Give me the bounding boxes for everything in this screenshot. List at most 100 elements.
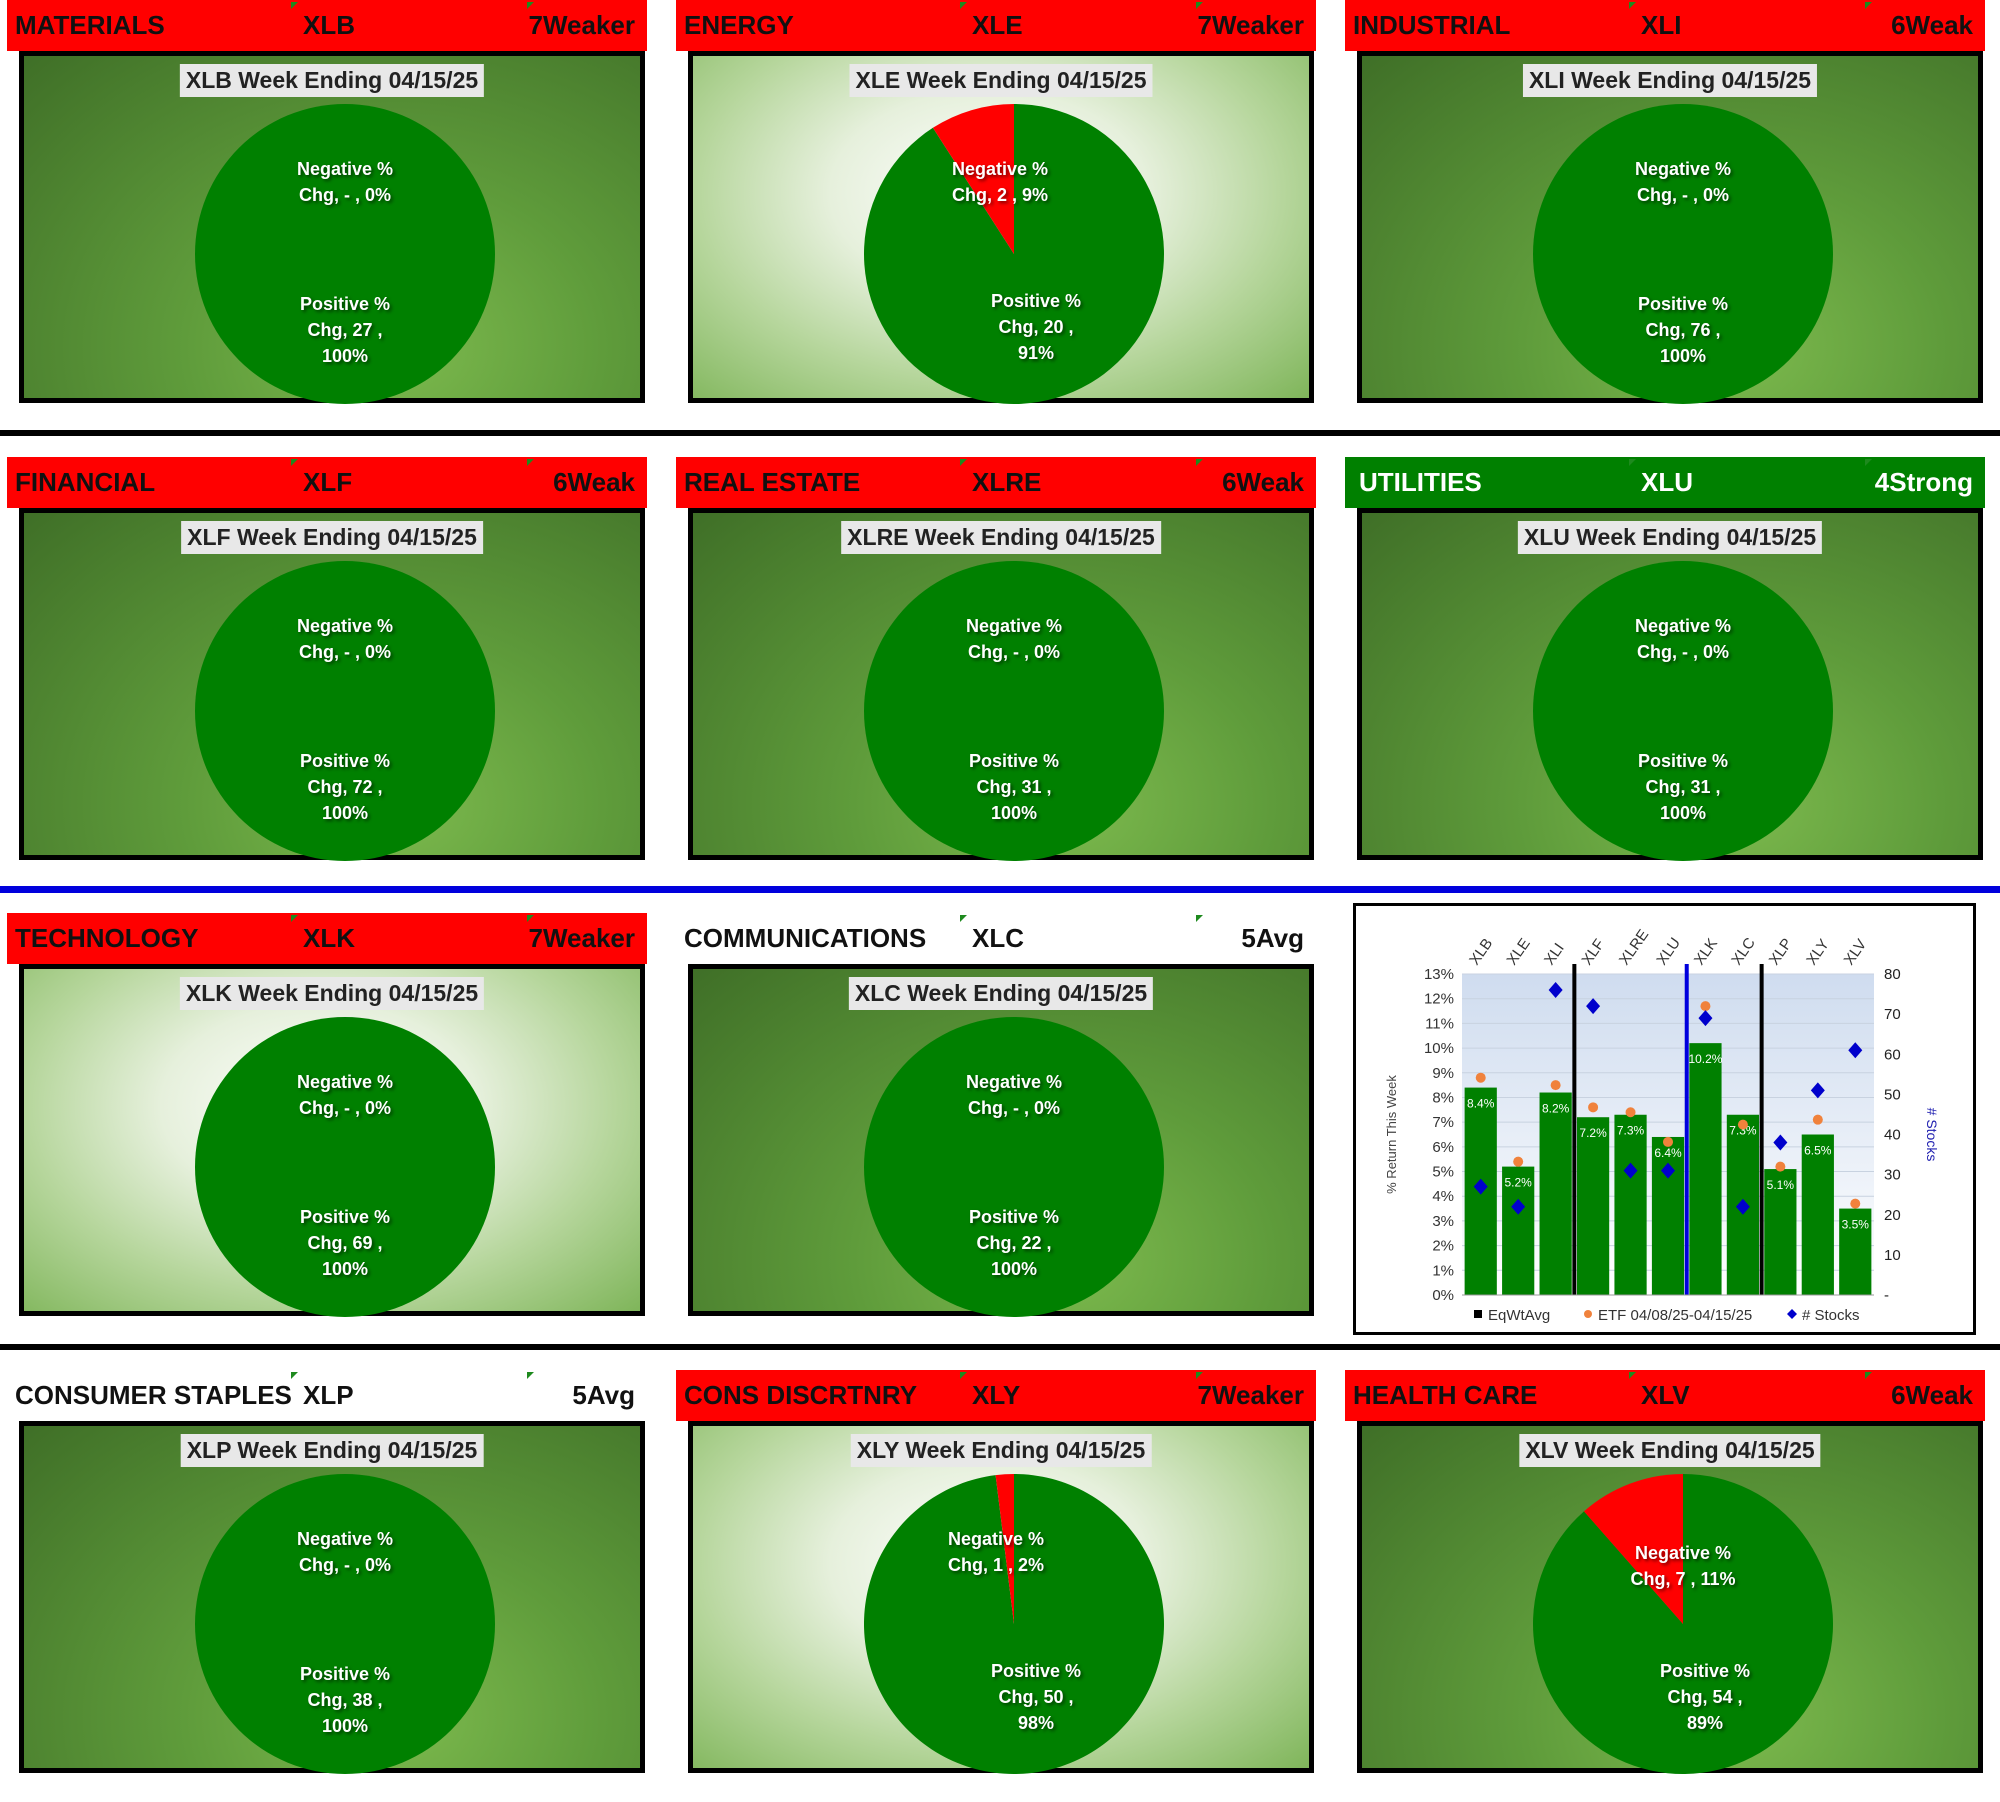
y-axis-title: % Return This Week: [1384, 1075, 1399, 1194]
sector-header: UTILITIES XLU 4Strong: [1345, 457, 1985, 508]
sector-panel-xlf: FINANCIAL XLF 6Weak XLF Week Ending 04/15/2…: [7, 457, 647, 867]
negative-label-line: Chg, 2 , 9%: [951, 185, 1049, 205]
pie-chart-title: XLK Week Ending 04/15/25: [179, 977, 485, 1010]
stock-count-point: [1548, 982, 1563, 999]
y2-tick-label: 30: [1884, 1167, 1901, 1184]
comment-flag-icon: [960, 915, 967, 922]
comment-flag-icon: [1629, 1372, 1636, 1379]
positive-label-line: Chg, 31 ,: [1645, 777, 1721, 797]
sector-header: HEALTH CARE XLV 6Weak: [1345, 1370, 1985, 1421]
negative-data-label: Negative % Chg, 7 , 11%: [1630, 1540, 1735, 1592]
bar-xlre: [1614, 1114, 1647, 1295]
sector-rating: 6Weak: [1891, 1380, 1973, 1410]
sector-ticker: XLU: [1641, 467, 1693, 497]
comment-flag-icon: [291, 915, 298, 922]
negative-label-line: Chg, - , 0%: [967, 1098, 1061, 1118]
stock-count-point: [1735, 1198, 1750, 1215]
sector-return-chart: 0% 1% 2% 3% 4% 5% 6% 7% 8% 9% 10% 11% 12% 13% - 10 20 30 4…: [1353, 903, 1976, 1335]
sector-rating: 6Weak: [1222, 467, 1304, 497]
y-tick-label: 9%: [1432, 1065, 1454, 1082]
sector-ticker: XLF: [303, 467, 353, 497]
bar-xlk: [1689, 1043, 1722, 1295]
y-tick-label: 2%: [1432, 1238, 1454, 1255]
sector-header: COMMUNICATIONS XLC 5Avg: [676, 913, 1316, 964]
sector-ticker: XLY: [972, 1380, 1021, 1410]
pie-chart-panel: XLE Week Ending 04/15/25 Negative % Chg, 2…: [688, 51, 1314, 404]
comment-flag-icon: [1196, 459, 1203, 466]
sector-name: MATERIALS: [15, 10, 165, 40]
sector-ticker: XLRE: [972, 467, 1042, 497]
sector-name: HEALTH CARE: [1353, 1380, 1538, 1410]
comment-flag-icon: [1196, 1372, 1203, 1379]
comment-flag-icon: [291, 1372, 298, 1379]
pie-chart-title: XLRE Week Ending 04/15/25: [841, 521, 1161, 554]
sector-ticker: XLE: [972, 10, 1023, 40]
sector-header: MATERIALS XLB 7Weaker: [7, 0, 647, 51]
comment-flag-icon: [527, 2, 534, 9]
sector-header: ENERGY XLE 7Weaker: [676, 0, 1316, 51]
positive-label-line: 100%: [990, 803, 1038, 823]
stock-count-point: [1511, 1198, 1526, 1215]
positive-label-line: Positive %: [968, 1207, 1060, 1227]
negative-label-line: Negative %: [1634, 616, 1732, 636]
pie-chart-panel: XLRE Week Ending 04/15/25 Negative % Chg, …: [688, 508, 1314, 861]
pie-chart-panel: XLK Week Ending 04/15/25 Negative % Chg, -…: [19, 964, 645, 1317]
comment-flag-icon: [527, 915, 534, 922]
pie-chart: [1533, 104, 1833, 404]
y-tick-label: 8%: [1432, 1089, 1454, 1106]
bar-value-label: 6.5%: [1804, 1144, 1832, 1158]
positive-label-line: Chg, 69 ,: [307, 1233, 383, 1253]
negative-label-line: Negative %: [1634, 1543, 1732, 1563]
bar-value-label: 8.2%: [1542, 1102, 1570, 1116]
negative-label-line: Negative %: [947, 1529, 1045, 1549]
positive-label-line: Positive %: [299, 751, 391, 771]
sector-name: UTILITIES: [1359, 467, 1482, 497]
positive-data-label: Positive % Chg, 31 , 100%: [969, 748, 1059, 826]
positive-data-label: Positive % Chg, 27 , 100%: [300, 291, 390, 369]
pie-slice-positive: [864, 1017, 1164, 1317]
sector-name: REAL ESTATE: [684, 467, 861, 497]
sector-return-chart-svg: 0% 1% 2% 3% 4% 5% 6% 7% 8% 9% 10% 11% 12% 13% - 10 20 30 4…: [1384, 926, 1940, 1324]
y-tick-label: 6%: [1432, 1139, 1454, 1156]
comment-flag-icon: [1196, 915, 1203, 922]
pie-chart-title: XLV Week Ending 04/15/25: [1519, 1434, 1821, 1467]
positive-label-line: 100%: [990, 1259, 1038, 1279]
etf-return-point: [1663, 1136, 1673, 1147]
negative-label-line: Negative %: [951, 159, 1049, 179]
pie-chart-title: XLF Week Ending 04/15/25: [181, 521, 483, 554]
comment-flag-icon: [291, 459, 298, 466]
etf-return-point: [1775, 1161, 1786, 1172]
pie-slice-negative: [1583, 1474, 1683, 1624]
positive-label-line: Positive %: [990, 1661, 1082, 1681]
positive-label-line: Positive %: [299, 1207, 391, 1227]
pie-chart: [864, 1474, 1164, 1774]
sector-name: FINANCIAL: [15, 467, 156, 497]
legend-marker: [1787, 1309, 1797, 1319]
y2-tick-label: 50: [1884, 1086, 1901, 1103]
x-category-label: XLV: [1841, 936, 1871, 968]
pie-chart-panel: XLU Week Ending 04/15/25 Negative % Chg, -…: [1357, 508, 1983, 861]
negative-data-label: Negative % Chg, - , 0%: [297, 1526, 393, 1578]
sector-rating: 5Avg: [1241, 923, 1304, 953]
pie-chart-panel: XLV Week Ending 04/15/25 Negative % Chg, 7…: [1357, 1421, 1983, 1774]
positive-label-line: 91%: [1017, 343, 1055, 363]
comment-flag-icon: [960, 2, 967, 9]
y-tick-label: 7%: [1432, 1114, 1454, 1131]
negative-label-line: Chg, 7 , 11%: [1630, 1569, 1736, 1589]
negative-label-line: Negative %: [296, 159, 394, 179]
sector-header: CONS DISCRTNRY XLY 7Weaker: [676, 1370, 1316, 1421]
positive-label-line: 100%: [321, 1259, 369, 1279]
sector-ticker: XLI: [1641, 10, 1682, 40]
sector-rating: 7Weaker: [1197, 10, 1305, 40]
sector-header: REAL ESTATE XLRE 6Weak: [676, 457, 1316, 508]
positive-label-line: Chg, 38 ,: [307, 1690, 383, 1710]
comment-flag-icon: [960, 1372, 967, 1379]
positive-label-line: Chg, 31 ,: [976, 777, 1052, 797]
positive-label-line: Positive %: [1637, 294, 1729, 314]
bar-xli: [1539, 1092, 1572, 1295]
pie-slice-positive: [195, 561, 495, 861]
row-divider: [0, 430, 2000, 436]
sector-panel-xlc: COMMUNICATIONS XLC 5Avg XLC Week Ending 04/…: [676, 913, 1316, 1323]
comment-flag-icon: [960, 459, 967, 466]
stock-count-point: [1586, 998, 1601, 1015]
